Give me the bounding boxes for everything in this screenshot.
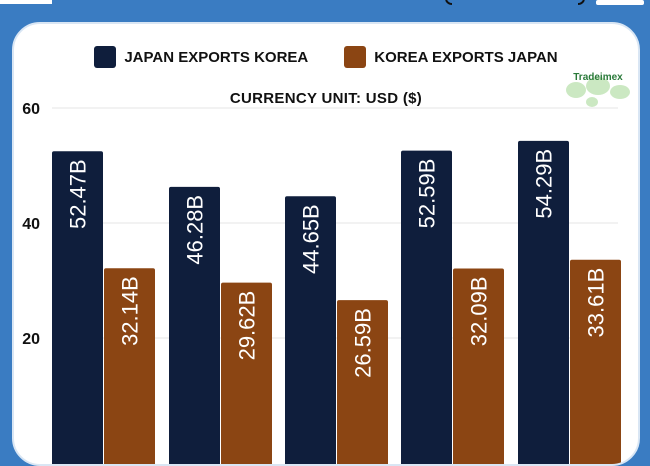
data-label-series-1-5: 54.29B [532,149,557,219]
chart-card: 20 40 60 52.47B 32.14B 46.28B 29.62B 44.65B 26.5… [12,22,640,466]
bar-chart: 20 40 60 52.47B 32.14B 46.28B 29.62B 44.65B 26.5… [22,101,621,464]
currency-unit-subtitle: CURRENCY UNIT: USD ($) [229,90,423,107]
y-tick-label-40: 40 [22,216,40,233]
bar-series-1-1 [52,151,103,464]
legend-item-japan-exports-korea: JAPAN EXPORTS KOREA [94,46,308,68]
bar-series-1-4 [401,150,452,464]
bar-series-2-2 [221,282,272,464]
bar-series-1-2 [169,186,220,464]
bar-series-2-4 [453,268,504,464]
data-label-series-1-4: 52.59B [415,159,440,229]
legend-label-series-1: JAPAN EXPORTS KOREA [124,48,309,66]
data-label-series-1-2: 46.28B [183,195,208,265]
top-bracket-left [445,0,453,5]
tradeimex-logo: Tradeimex [566,72,630,107]
bar-series-2-1 [104,268,155,464]
data-label-series-1-3: 44.65B [299,204,324,274]
bar-series-2-5 [570,259,621,464]
data-label-series-1-1: 52.47B [66,159,91,229]
y-tick-label-20: 20 [22,331,40,348]
top-right-badge [596,0,644,5]
legend-label-series-2: KOREA EXPORTS JAPAN [374,48,558,66]
top-decoration [0,0,644,5]
data-label-series-2-4: 32.09B [467,276,492,346]
legend-swatch-series-2 [344,46,367,68]
data-label-series-2-3: 26.59B [351,308,376,378]
data-label-series-2-5: 33.61B [584,268,609,338]
legend-swatch-series-1 [94,46,117,68]
legend: JAPAN EXPORTS KOREA KOREA EXPORTS JAPAN [14,46,638,68]
top-left-tab [0,0,52,4]
data-label-series-2-2: 29.62B [235,291,260,361]
top-bracket-right [577,0,585,5]
bar-series-2-3 [337,300,388,464]
bar-series-1-3 [285,196,336,464]
logo-text: Tradeimex [573,72,623,83]
data-label-series-2-1: 32.14B [118,276,143,346]
legend-item-korea-exports-japan: KOREA EXPORTS JAPAN [344,46,558,68]
bar-series-1-5 [518,140,569,464]
y-tick-label-60: 60 [22,101,40,118]
